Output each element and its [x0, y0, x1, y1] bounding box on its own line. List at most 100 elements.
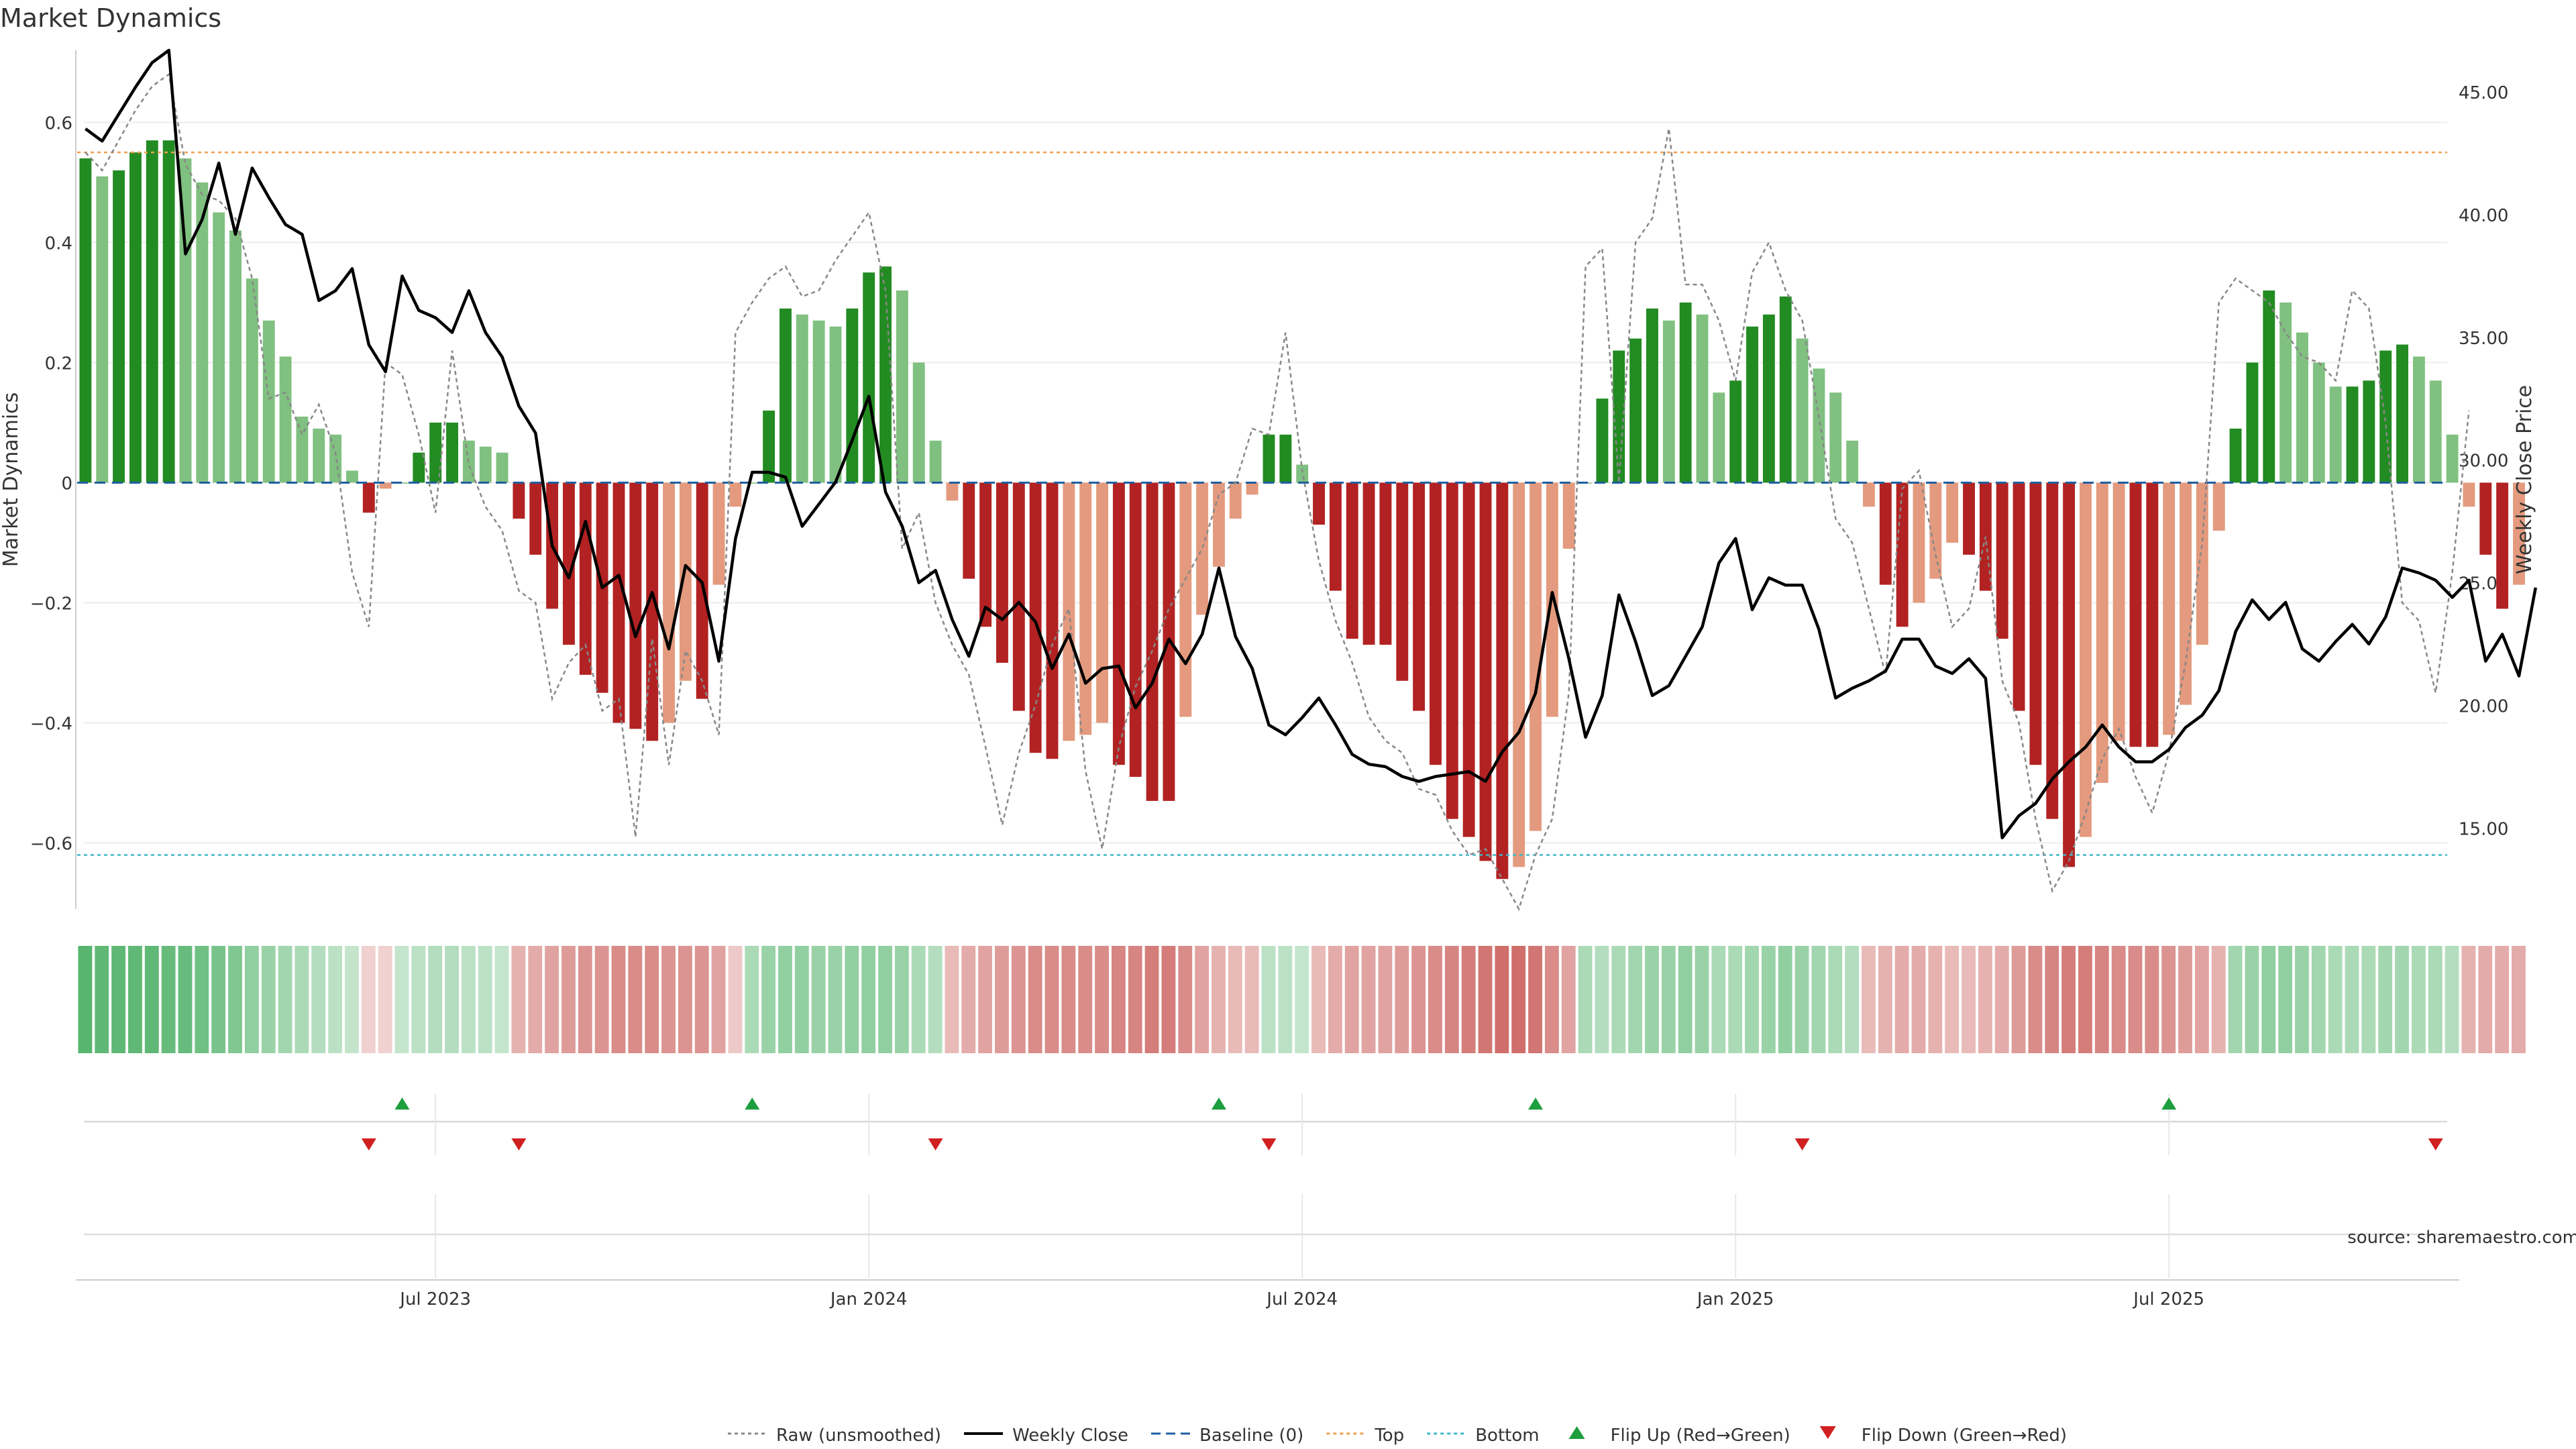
momentum-bar — [1596, 398, 1609, 483]
momentum-bar — [946, 482, 959, 501]
momentum-bar — [246, 278, 258, 483]
x-tick-label: Jul 2025 — [2132, 1289, 2204, 1309]
right-tick-label: 15.00 — [2459, 819, 2508, 839]
x-axis-ticks: Jul 2023 Jan 2024 Jul 2024 Jan 2025 Jul 2025 — [398, 1289, 2204, 1309]
x-tick-label: Jan 2024 — [829, 1289, 908, 1309]
momentum-bar — [563, 482, 575, 645]
heat-cell — [2245, 946, 2259, 1053]
momentum-bar — [1279, 434, 1292, 483]
legend-swatch — [1819, 1426, 1836, 1439]
heat-cell — [1794, 946, 1809, 1053]
momentum-bar — [863, 272, 875, 483]
momentum-bar — [1896, 482, 1909, 627]
momentum-bar — [979, 482, 992, 627]
heat-cell — [1261, 946, 1276, 1053]
momentum-bar — [2346, 386, 2359, 483]
momentum-bar — [1796, 338, 1809, 483]
heat-cell — [1962, 946, 1976, 1053]
heat-cell — [745, 946, 759, 1053]
momentum-bar — [2329, 386, 2342, 483]
heat-cell — [2512, 946, 2526, 1053]
flip-down-marker — [2428, 1138, 2443, 1150]
heat-cell — [628, 946, 643, 1053]
momentum-bar — [213, 212, 225, 483]
chart-title: Market Dynamics — [0, 3, 221, 33]
momentum-bar — [429, 422, 442, 483]
left-tick-label: −0.4 — [30, 714, 72, 735]
momentum-bar — [1629, 338, 1642, 483]
heat-cell — [1495, 946, 1509, 1053]
right-tick-label: 30.00 — [2459, 451, 2508, 472]
left-tick-label: 0.2 — [45, 354, 72, 374]
heat-cell — [1611, 946, 1626, 1053]
heat-cell — [78, 946, 93, 1053]
momentum-bar — [929, 440, 942, 483]
momentum-bar — [1379, 482, 1392, 645]
heat-cell — [1711, 946, 1726, 1053]
legend-label: Baseline (0) — [1199, 1426, 1303, 1446]
momentum-bar — [496, 452, 508, 483]
momentum-bar — [1646, 308, 1658, 483]
heat-cell — [1811, 946, 1826, 1053]
momentum-bar — [2112, 482, 2125, 741]
legend-item: Baseline (0) — [1151, 1426, 1303, 1446]
heat-cell — [1195, 946, 1210, 1053]
momentum-bar — [1229, 482, 1242, 519]
legend-item: Flip Down (Green→Red) — [1819, 1426, 2067, 1446]
heat-cell — [228, 946, 242, 1053]
heat-cell — [2478, 946, 2493, 1053]
heat-cell — [1678, 946, 1693, 1053]
momentum-bar — [2412, 356, 2425, 483]
momentum-bar — [879, 266, 892, 483]
heat-cell — [261, 946, 276, 1053]
heat-cell — [645, 946, 659, 1053]
momentum-bar — [346, 470, 358, 483]
momentum-bar — [1513, 482, 1525, 867]
momentum-bar — [2463, 482, 2475, 507]
momentum-bar — [1196, 482, 1209, 615]
momentum-bar — [2129, 482, 2142, 747]
momentum-bar — [1679, 302, 1692, 483]
heat-cell — [911, 946, 926, 1053]
legend: Raw (unsmoothed) Weekly Close Baseline (0)… — [728, 1426, 2067, 1446]
heat-cell — [361, 946, 376, 1053]
heat-cell — [345, 946, 359, 1053]
heat-cell — [1945, 946, 1960, 1053]
momentum-bar — [413, 452, 425, 483]
lower-panel-vertical-gridlines — [435, 1194, 2170, 1278]
heat-cell — [2411, 946, 2426, 1053]
momentum-bar — [612, 482, 625, 723]
heat-cell — [2094, 946, 2109, 1053]
momentum-bar — [1246, 482, 1258, 495]
heat-cell — [861, 946, 876, 1053]
momentum-bar — [1129, 482, 1142, 777]
legend-label: Flip Down (Green→Red) — [1862, 1426, 2067, 1446]
momentum-bar — [262, 320, 275, 483]
momentum-bar — [1929, 482, 1942, 579]
heat-cell — [1411, 946, 1426, 1053]
heat-cell — [2111, 946, 2126, 1053]
momentum-bar — [446, 422, 458, 483]
momentum-bar — [379, 482, 392, 489]
momentum-bar — [362, 482, 375, 513]
momentum-bar — [1729, 380, 1742, 483]
heat-cell — [2395, 946, 2409, 1053]
momentum-bar — [1779, 296, 1792, 483]
momentum-bar — [2446, 434, 2459, 483]
momentum-bar — [529, 482, 542, 555]
momentum-bar — [2296, 332, 2308, 483]
momentum-bar — [2513, 482, 2525, 585]
weekly-close-series-line — [85, 48, 2538, 840]
momentum-bar — [2146, 482, 2159, 747]
momentum-bar — [1462, 482, 1475, 837]
x-tick-label: Jul 2024 — [1265, 1289, 1338, 1309]
heat-cell — [694, 946, 709, 1053]
momentum-bar — [229, 230, 241, 483]
heat-cell — [461, 946, 476, 1053]
flip-down-marker — [511, 1138, 527, 1150]
flip-up-marker — [745, 1097, 760, 1110]
momentum-bar — [896, 290, 908, 483]
momentum-bar — [162, 140, 175, 483]
heat-cell — [1661, 946, 1676, 1053]
heat-cell — [1862, 946, 1876, 1053]
